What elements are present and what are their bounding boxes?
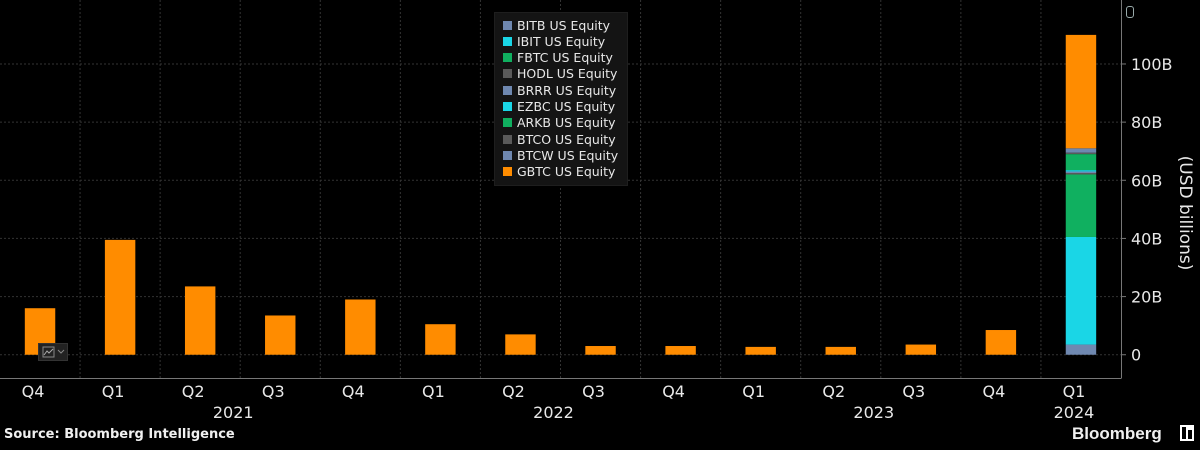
x-tick-label: Q4 (342, 382, 365, 401)
x-tick-label: Q1 (742, 382, 765, 401)
bloomberg-terminal-icon (1180, 425, 1194, 441)
bar-segment (1065, 236, 1097, 345)
x-tick-label: Q2 (182, 382, 205, 401)
y-axis-title: (USD billions) (1175, 155, 1195, 271)
source-note: Source: Bloomberg Intelligence (4, 427, 235, 442)
y-tick-label: 80B (1131, 113, 1162, 132)
bar-segment (1065, 171, 1097, 174)
x-tick-label: Q3 (262, 382, 285, 401)
bar-segment (825, 346, 856, 355)
legend-label: BRRR US Equity (517, 82, 617, 98)
legend-swatch (503, 53, 512, 63)
y-tick-label: 60B (1131, 171, 1162, 190)
x-tick-label: Q4 (662, 382, 685, 401)
legend-swatch (503, 36, 512, 46)
bar-segment (345, 299, 376, 355)
bar-segment (1065, 152, 1097, 155)
x-tick-label: Q4 (983, 382, 1006, 401)
bar-segment (665, 346, 696, 355)
y-tick-label: 0 (1131, 346, 1141, 365)
x-tick-label: Q1 (1063, 382, 1086, 401)
bloomberg-logo: Bloomberg (1072, 424, 1162, 443)
bars (24, 34, 1097, 355)
x-tick-label: Q4 (22, 382, 45, 401)
legend-label: ARKB US Equity (517, 115, 616, 131)
legend-item: BITB US Equity (503, 17, 610, 33)
bar-segment (905, 344, 937, 355)
legend-item: EZBC US Equity (503, 99, 615, 115)
axes (0, 0, 1126, 379)
x-tick-label: Q1 (422, 382, 445, 401)
legend-swatch (503, 85, 512, 95)
legend-label: GBTC US Equity (517, 164, 616, 180)
legend-item: FBTC US Equity (503, 50, 613, 66)
bar-segment (1065, 170, 1097, 172)
chart-type-toggle[interactable] (38, 343, 68, 361)
bar-segment (1065, 344, 1097, 355)
bar-segment (585, 346, 616, 355)
legend-swatch (503, 69, 512, 79)
line-chart-icon (42, 346, 65, 358)
bar-segment (1065, 174, 1097, 237)
bar-segment (985, 330, 1017, 355)
bar-segment (104, 239, 136, 355)
year-label: 2024 (1054, 403, 1095, 422)
legend-item: BRRR US Equity (503, 82, 616, 98)
x-tick-label: Q1 (102, 382, 125, 401)
legend-item: BTCO US Equity (503, 131, 616, 147)
bar-segment (1065, 154, 1097, 171)
legend-swatch (503, 102, 512, 111)
x-tick-labels: Q4 Q1 Q2 Q3 Q4 Q1 Q2 Q3 Q4 Q1 Q2 Q3 Q4 Q1 2021 2022 2023… (22, 382, 1095, 422)
bar-segment (184, 286, 216, 355)
year-label: 2021 (213, 403, 254, 422)
legend-label: HODL US Equity (517, 66, 618, 82)
y-tick-label: 100B (1131, 55, 1173, 74)
legend-item: GBTC US Equity (503, 164, 615, 180)
legend-swatch (503, 134, 512, 144)
legend-item: ARKB US Equity (503, 115, 616, 131)
y-tick-label: 40B (1131, 229, 1162, 248)
legend: BITB US Equity IBIT US Equity FBTC US Equi… (494, 12, 628, 186)
year-label: 2022 (533, 403, 574, 422)
x-tick-label: Q2 (822, 382, 845, 401)
scroll-handle-icon[interactable] (1126, 6, 1134, 18)
legend-item: HODL US Equity (503, 66, 617, 82)
y-tick-labels: 0 20B 40B 60B 80B 100B (1131, 55, 1173, 365)
legend-item: IBIT US Equity (503, 33, 605, 49)
bar-segment (265, 315, 296, 355)
bar-segment (1065, 34, 1097, 149)
legend-label: BTCO US Equity (517, 131, 616, 147)
legend-swatch (503, 167, 512, 177)
legend-swatch (503, 118, 512, 128)
y-tick-label: 20B (1131, 288, 1162, 307)
legend-item: BTCW US Equity (503, 147, 618, 163)
bar-segment (1065, 148, 1097, 153)
bar-segment (425, 324, 456, 355)
legend-label: BTCW US Equity (517, 147, 619, 163)
bar-segment (745, 346, 776, 355)
x-tick-label: Q3 (902, 382, 925, 401)
legend-label: FBTC US Equity (517, 50, 613, 66)
x-tick-label: Q3 (582, 382, 605, 401)
legend-swatch (503, 150, 512, 160)
year-label: 2023 (853, 403, 894, 422)
bar-segment (505, 334, 536, 355)
bar-segment (1065, 173, 1097, 175)
legend-label: EZBC US Equity (517, 99, 616, 114)
legend-label: BITB US Equity (517, 17, 611, 33)
legend-swatch (503, 20, 512, 30)
x-tick-label: Q2 (502, 382, 525, 401)
legend-label: IBIT US Equity (517, 33, 606, 49)
